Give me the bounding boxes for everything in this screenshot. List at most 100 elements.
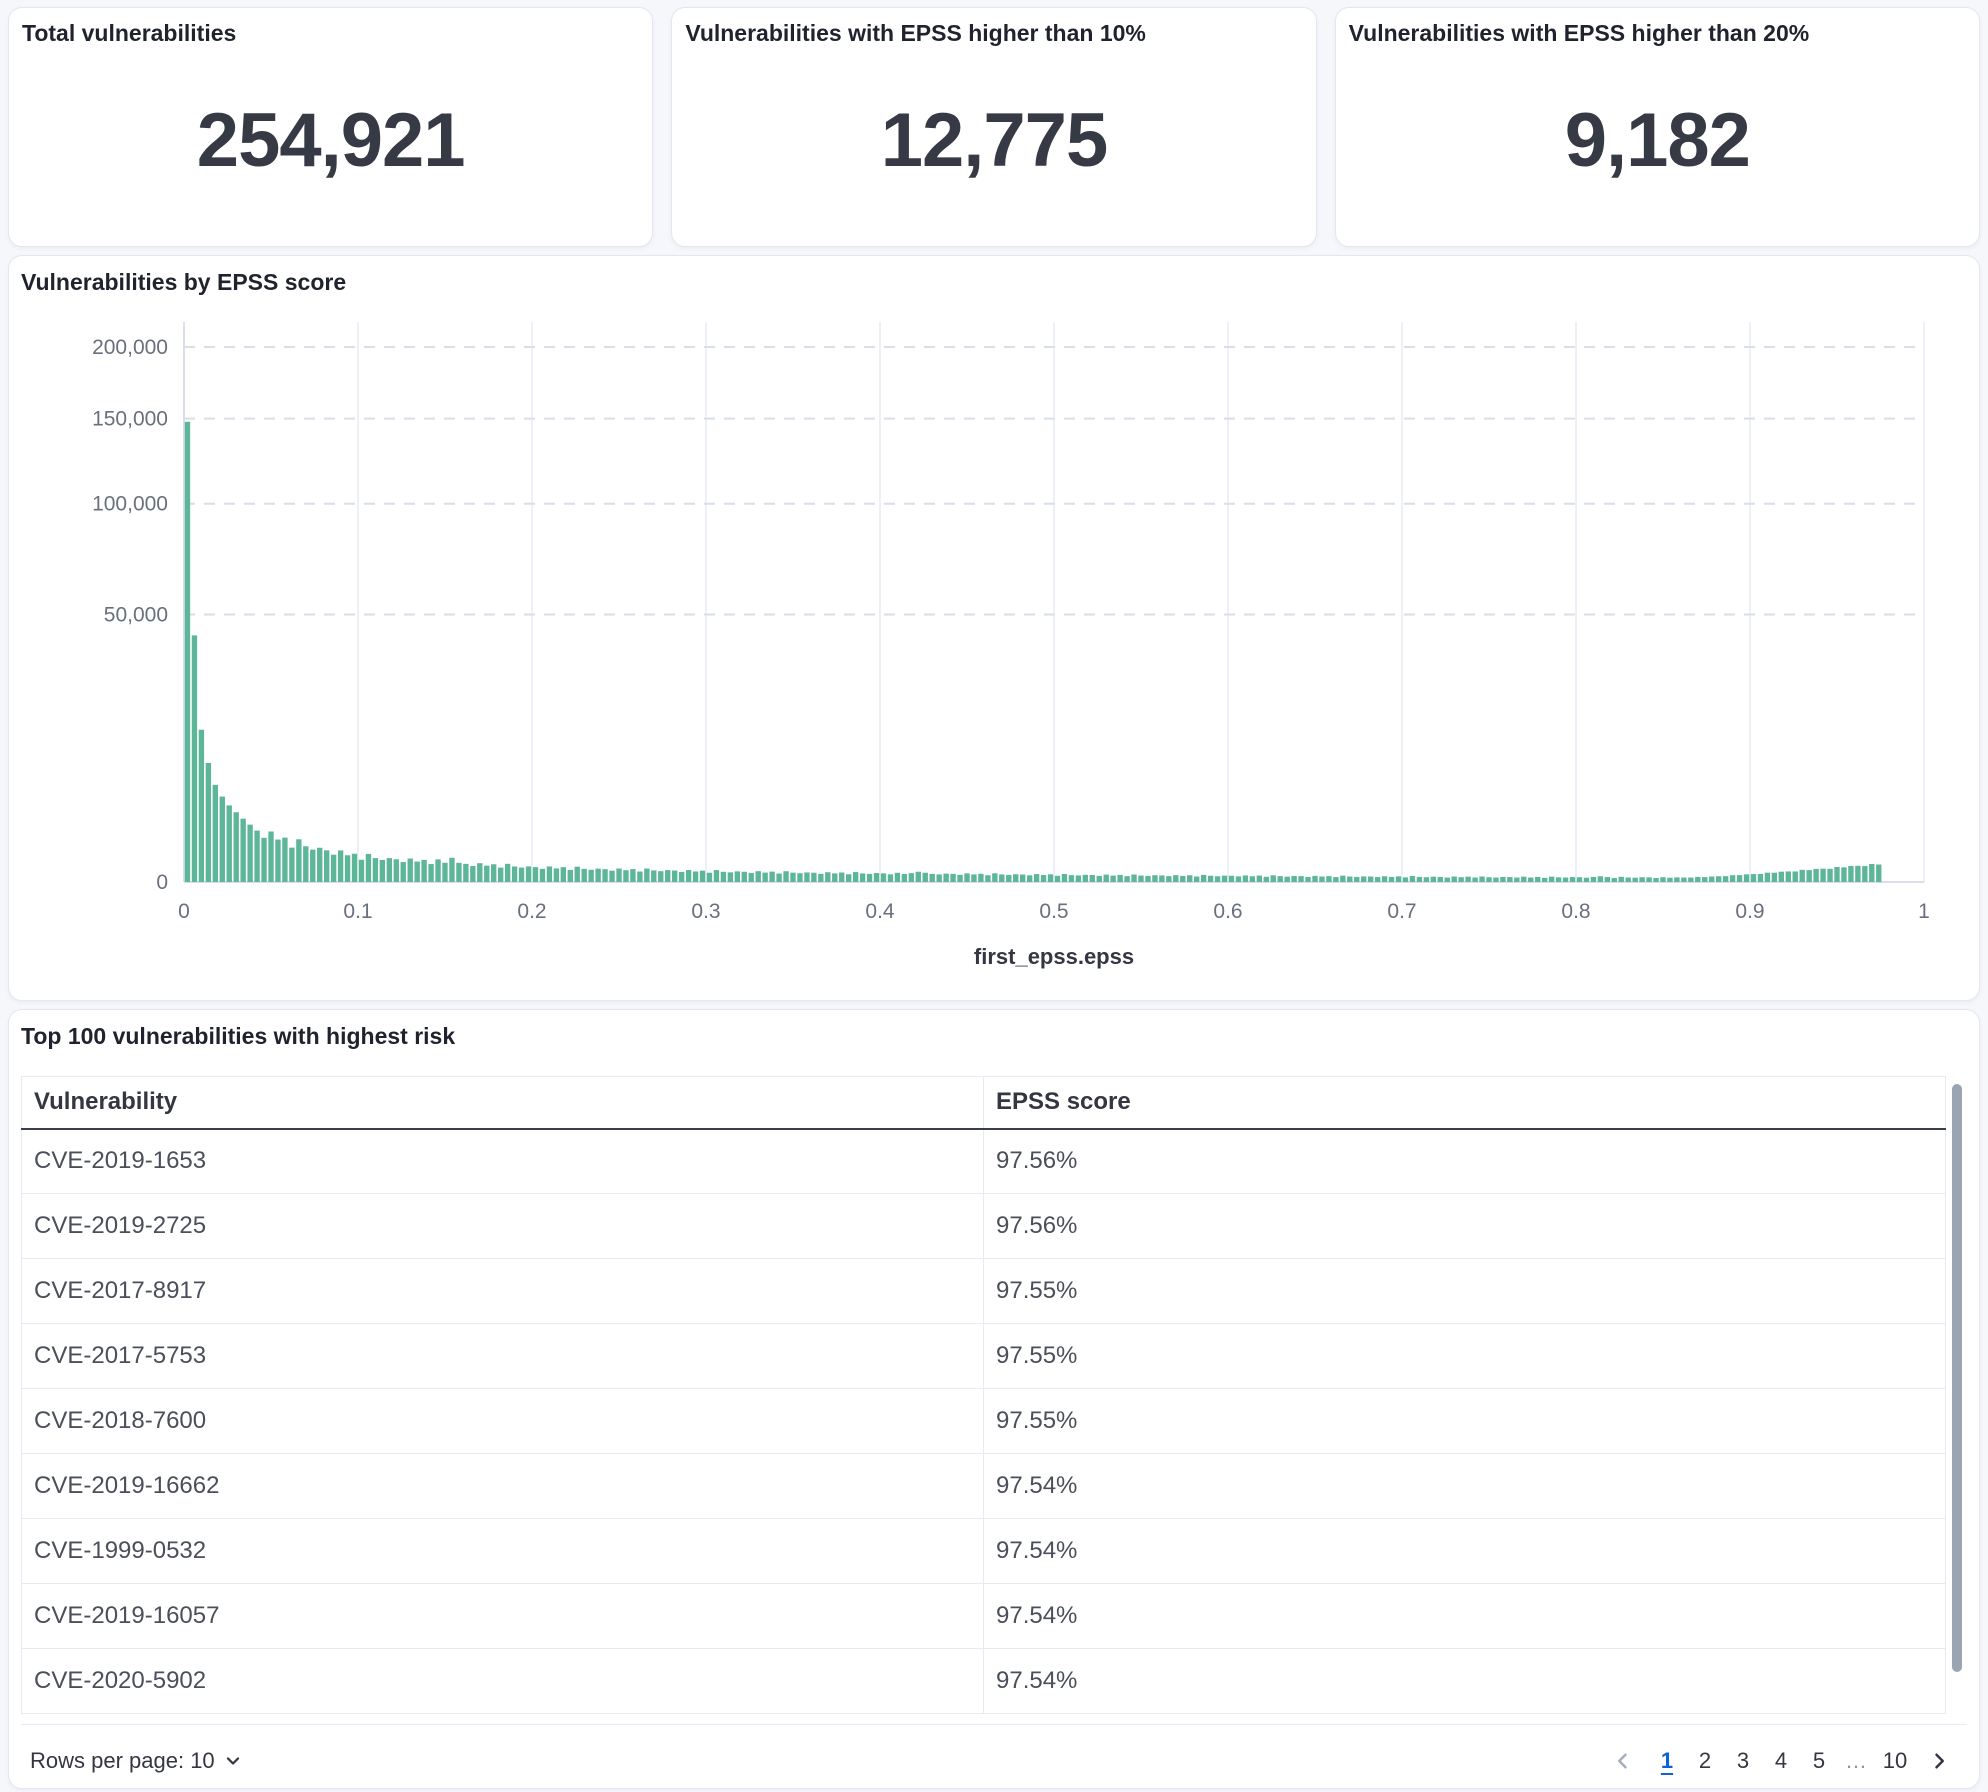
histogram-bar [289,847,295,882]
histogram-bar [414,861,420,882]
histogram-bar [992,873,998,882]
chevron-down-icon [226,1757,239,1765]
histogram-bar [463,863,469,882]
histogram-bar [978,873,984,882]
cve-cell: CVE-2019-16057 [21,1583,984,1649]
histogram-bar [1124,876,1130,882]
histogram-bar [1674,877,1680,882]
x-tick-label: 0.5 [1039,900,1068,923]
cve-cell: CVE-2019-1653 [21,1128,984,1194]
rows-per-page-label: Rows per page: 10 [30,1748,215,1773]
histogram-bar [421,859,427,882]
metric-title: Vulnerabilities with EPSS higher than 10… [685,20,1146,46]
metric-card-epss-20: Vulnerabilities with EPSS higher than 20… [1334,7,1980,247]
histogram-bar [602,869,608,882]
vertical-scrollbar-thumb[interactable] [1952,1084,1962,1672]
histogram-bar [1033,874,1040,882]
histogram-bar [1813,868,1819,882]
histogram-bar [1221,875,1228,882]
epss-score-cell: 97.54% [983,1453,1946,1519]
histogram-bar [184,421,191,882]
cve-cell: CVE-2020-5902 [21,1648,984,1714]
cve-cell: CVE-2018-7600 [21,1388,984,1454]
rows-per-page-button[interactable]: Rows per page: 10 [30,1748,243,1774]
histogram-bar [999,874,1005,882]
page-button-2[interactable]: 2 [1686,1741,1724,1781]
histogram-bar [887,874,894,882]
chevron-left-icon [1618,1753,1627,1769]
histogram-bar [317,847,323,882]
table-row: CVE-2019-2725 97.56% [21,1193,1946,1259]
x-tick-label: 1 [1918,900,1930,923]
histogram-bar [1138,875,1144,882]
histogram-bar [644,868,650,882]
histogram-bar [511,866,518,882]
histogram-bar [964,873,970,882]
page-button-1[interactable]: 1 [1648,1741,1686,1781]
histogram-bar [866,873,873,882]
histogram-bar [428,864,434,882]
histogram-bar [1207,875,1214,882]
column-header-vulnerability[interactable]: Vulnerability [21,1076,984,1130]
histogram-bar [1416,876,1423,882]
chart-title: Vulnerabilities by EPSS score [21,269,347,295]
histogram-bar [1388,876,1395,882]
histogram-bar [1075,875,1082,882]
epss-score-cell: 97.56% [983,1193,1946,1259]
page-button-3[interactable]: 3 [1724,1741,1762,1781]
histogram-bar [873,873,880,882]
histogram-bar [630,869,636,882]
pagination-bar: Rows per page: 10 1 2 3 4 5… 10 [21,1725,1967,1788]
histogram-bar [1841,867,1847,882]
histogram-bar [720,871,727,882]
column-header-epss-score[interactable]: EPSS score [983,1076,1946,1130]
metric-title: Total vulnerabilities [22,20,237,46]
y-tick-label: 0 [156,871,168,894]
histogram-bar [191,635,198,882]
histogram-bar [1472,877,1478,882]
table-row: CVE-2017-5753 97.55% [21,1323,1946,1389]
metric-title: Vulnerabilities with EPSS higher than 20… [1348,20,1810,46]
histogram-bar [1110,875,1116,882]
histogram-bar [1493,877,1499,882]
histogram-bar [1312,875,1318,882]
histogram-bar [1521,876,1527,882]
histogram-bar [1061,873,1068,883]
histogram-bar [539,868,546,882]
histogram-bar [1806,870,1812,882]
x-tick-label: 0.6 [1213,900,1242,923]
histogram-bar [943,873,949,882]
table-row: CVE-2019-1653 97.56% [21,1128,1946,1194]
histogram-bar [1145,875,1151,882]
next-page-button[interactable] [1920,1741,1958,1781]
histogram-bar [588,869,594,882]
histogram-bar [1082,874,1088,882]
histogram-bar [1374,877,1381,882]
histogram-bar [504,863,511,882]
histogram-bar [825,872,831,882]
page-button-10[interactable]: 10 [1876,1741,1914,1781]
histogram-bar [1409,876,1416,882]
histogram-bar [769,871,775,882]
histogram-bar [212,784,218,882]
histogram-bar [1646,877,1652,882]
x-tick-label: 0.9 [1735,900,1764,923]
table-row: CVE-2020-5902 97.54% [21,1648,1946,1714]
y-tick-label: 50,000 [104,604,168,627]
page-button-4[interactable]: 4 [1762,1741,1800,1781]
histogram-bar [1702,877,1708,882]
histogram-bar [1381,876,1388,882]
histogram-bar [692,871,699,882]
histogram-bar [1214,876,1221,882]
previous-page-button[interactable] [1604,1741,1642,1781]
epss-score-cell: 97.55% [983,1258,1946,1324]
page-button-5[interactable]: 5 [1800,1741,1838,1781]
histogram-bar [1277,876,1283,882]
y-tick-label: 200,000 [92,336,168,359]
metric-value: 9,182 [1564,97,1751,183]
histogram-bar [1152,875,1158,882]
histogram-bar [1716,876,1722,882]
histogram-bar [386,858,392,882]
histogram-bar [1681,877,1687,882]
